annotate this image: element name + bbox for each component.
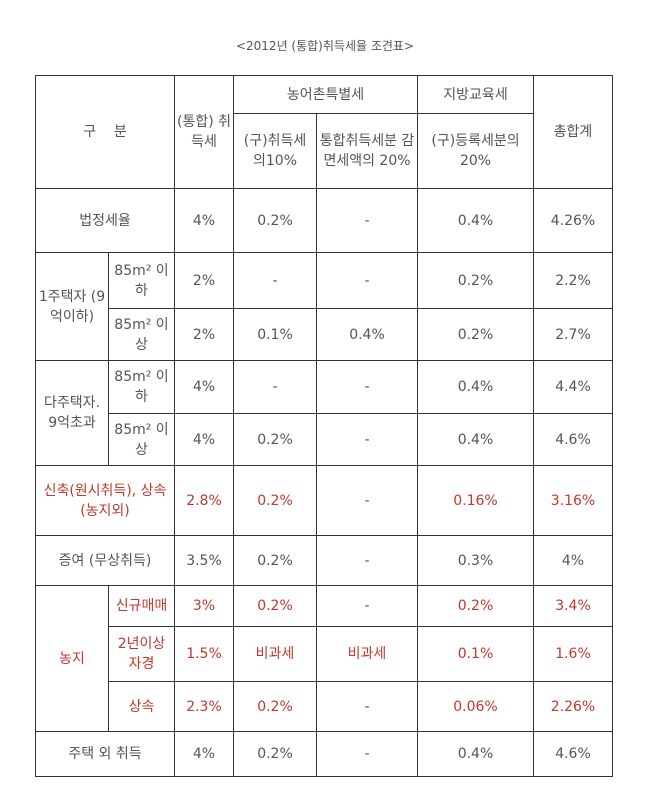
row-sub: 2년이상 자경 (108, 626, 175, 682)
cell-acq: 2.8% (174, 465, 234, 536)
cell-old: - (233, 252, 317, 309)
header-gubun: 구 분 (35, 75, 175, 189)
cell-acq: 2% (174, 252, 234, 309)
cell-total: 4.4% (533, 360, 613, 414)
cell-reduce: - (316, 252, 418, 309)
table-row: 법정세율 4% 0.2% - 0.4% 4.26% (35, 188, 613, 253)
cell-acq: 2.3% (174, 681, 234, 732)
table-row: 85m² 이상 4% 0.2% - 0.4% 4.6% (36, 413, 613, 466)
cell-old: 0.2% (233, 535, 317, 586)
cell-reduce: - (316, 465, 418, 536)
cell-old: 0.2% (233, 465, 317, 536)
table-row: 신축(원시취득), 상속 (농지외) 2.8% 0.2% - 0.16% 3.1… (35, 465, 613, 536)
header-sub-reg: (구)등록세분의 20% (417, 113, 534, 189)
table-row: 증여 (무상취득) 3.5% 0.2% - 0.3% 4% (35, 535, 613, 586)
cell-old: 0.2% (233, 681, 317, 732)
row-label: 신축(원시취득), 상속 (농지외) (35, 465, 175, 536)
cell-edu: 0.4% (417, 731, 534, 777)
header-sub-old: (구)취득세 의10% (233, 113, 317, 189)
cell-total: 3.16% (533, 465, 613, 536)
row-sub: 85m² 이상 (108, 413, 175, 466)
cell-acq: 4% (174, 413, 234, 466)
cell-total: 2.26% (533, 681, 613, 732)
cell-reduce: - (316, 413, 418, 466)
row-sub: 85m² 이하 (108, 252, 175, 309)
cell-reduce: - (316, 360, 418, 414)
cell-edu: 0.2% (417, 308, 534, 361)
cell-old: 0.1% (233, 308, 317, 361)
cell-reduce: 0.4% (316, 308, 418, 361)
cell-acq: 4% (174, 188, 234, 253)
cell-total: 4.6% (533, 413, 613, 466)
cell-total: 1.6% (533, 626, 613, 682)
cell-total: 2.2% (533, 252, 613, 309)
table-row: 2년이상 자경 1.5% 비과세 비과세 0.1% 1.6% (36, 626, 613, 682)
cell-reduce: - (316, 681, 418, 732)
group-multihouse: 다주택자. 9억초과 (35, 360, 109, 466)
cell-edu: 0.06% (417, 681, 534, 732)
cell-old: 0.2% (233, 585, 317, 627)
row-sub: 85m² 이상 (108, 308, 175, 361)
row-label: 법정세율 (35, 188, 175, 253)
cell-total: 4% (533, 535, 613, 586)
table-row: 다주택자. 9억초과 85m² 이하 4% - - 0.4% 4.4% (35, 360, 613, 466)
cell-total: 4.6% (533, 731, 613, 777)
table-caption: <2012년 (통합)취득세율 조견표> (235, 39, 415, 53)
cell-edu: 0.2% (417, 585, 534, 627)
row-label: 증여 (무상취득) (35, 535, 175, 586)
header-total: 총합계 (533, 75, 613, 189)
cell-old: 0.2% (233, 413, 317, 466)
header-sub-reduce: 통합취득세분 감면세액의 20% (316, 113, 418, 189)
cell-reduce: - (316, 585, 418, 627)
cell-acq: 3% (174, 585, 234, 627)
cell-acq: 2% (174, 308, 234, 361)
header-row: 구 분 (통합) 취득세 농어촌특별세 지방교육세 총합계 (35, 75, 613, 189)
cell-old: 0.2% (233, 731, 317, 777)
cell-reduce: - (316, 535, 418, 586)
cell-acq: 1.5% (174, 626, 234, 682)
table-row: 주택 외 취득 4% 0.2% - 0.4% 4.6% (35, 731, 613, 777)
header-tonghap: (통합) 취득세 (174, 75, 234, 189)
cell-edu: 0.2% (417, 252, 534, 309)
cell-old: 비과세 (233, 626, 317, 682)
cell-edu: 0.4% (417, 188, 534, 253)
row-label: 주택 외 취득 (35, 731, 175, 777)
group-house1: 1주택자 (9억이하) (35, 252, 109, 361)
tax-rate-table: 구 분 (통합) 취득세 농어촌특별세 지방교육세 총합계 (구)취득세 의10… (35, 75, 613, 777)
row-sub: 신규매매 (108, 585, 175, 627)
cell-total: 4.26% (533, 188, 613, 253)
cell-edu: 0.16% (417, 465, 534, 536)
cell-acq: 3.5% (174, 535, 234, 586)
cell-reduce: - (316, 731, 418, 777)
cell-edu: 0.4% (417, 413, 534, 466)
header-jibang: 지방교육세 (417, 75, 534, 114)
row-sub: 상속 (108, 681, 175, 732)
group-farmland: 농지 (35, 585, 109, 732)
table-row: 농지 신규매매 3% 0.2% - 0.2% 3.4% (35, 585, 613, 732)
cell-edu: 0.1% (417, 626, 534, 682)
header-nongeochon: 농어촌특별세 (233, 75, 418, 114)
subheader-row: (구)취득세 의10% 통합취득세분 감면세액의 20% (구)등록세분의 20… (36, 113, 613, 189)
cell-acq: 4% (174, 731, 234, 777)
row-sub: 85m² 이하 (108, 360, 175, 414)
cell-old: - (233, 360, 317, 414)
table-row: 상속 2.3% 0.2% - 0.06% 2.26% (36, 681, 613, 732)
cell-total: 2.7% (533, 308, 613, 361)
cell-old: 0.2% (233, 188, 317, 253)
cell-acq: 4% (174, 360, 234, 414)
cell-total: 3.4% (533, 585, 613, 627)
cell-reduce: - (316, 188, 418, 253)
table-row: 85m² 이상 2% 0.1% 0.4% 0.2% 2.7% (36, 308, 613, 361)
cell-reduce: 비과세 (316, 626, 418, 682)
cell-edu: 0.4% (417, 360, 534, 414)
cell-edu: 0.3% (417, 535, 534, 586)
table-row: 1주택자 (9억이하) 85m² 이하 2% - - 0.2% 2.2% (35, 252, 613, 361)
